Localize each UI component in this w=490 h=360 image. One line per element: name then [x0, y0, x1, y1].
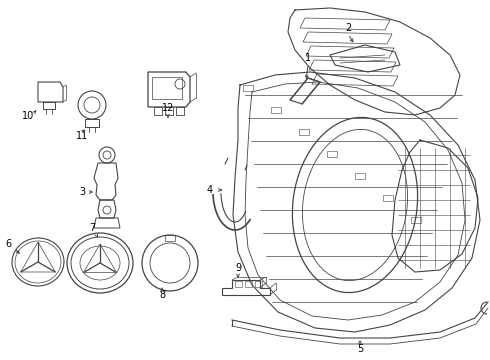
Text: 9: 9 — [235, 263, 241, 273]
Bar — [165, 107, 173, 115]
Text: 11: 11 — [76, 131, 88, 141]
Text: 6: 6 — [5, 239, 11, 249]
Bar — [411, 217, 421, 223]
Bar — [245, 281, 252, 287]
Text: 10: 10 — [22, 111, 34, 121]
Bar — [152, 77, 182, 99]
Text: 7: 7 — [89, 223, 95, 233]
Text: 4: 4 — [207, 185, 213, 195]
Bar — [255, 281, 262, 287]
Text: 12: 12 — [162, 103, 174, 113]
Bar — [355, 173, 365, 179]
Text: 2: 2 — [345, 23, 351, 33]
Text: 3: 3 — [79, 187, 85, 197]
Text: 1: 1 — [305, 53, 311, 63]
Bar — [383, 195, 393, 201]
Bar — [243, 85, 253, 91]
Bar — [327, 151, 337, 157]
Bar — [85, 119, 99, 127]
Bar — [235, 281, 242, 287]
Bar — [154, 107, 162, 115]
Text: 5: 5 — [357, 344, 363, 354]
Text: 8: 8 — [159, 290, 165, 300]
Bar — [271, 107, 281, 113]
Bar — [43, 102, 55, 109]
Bar — [176, 107, 184, 115]
Bar — [299, 129, 309, 135]
